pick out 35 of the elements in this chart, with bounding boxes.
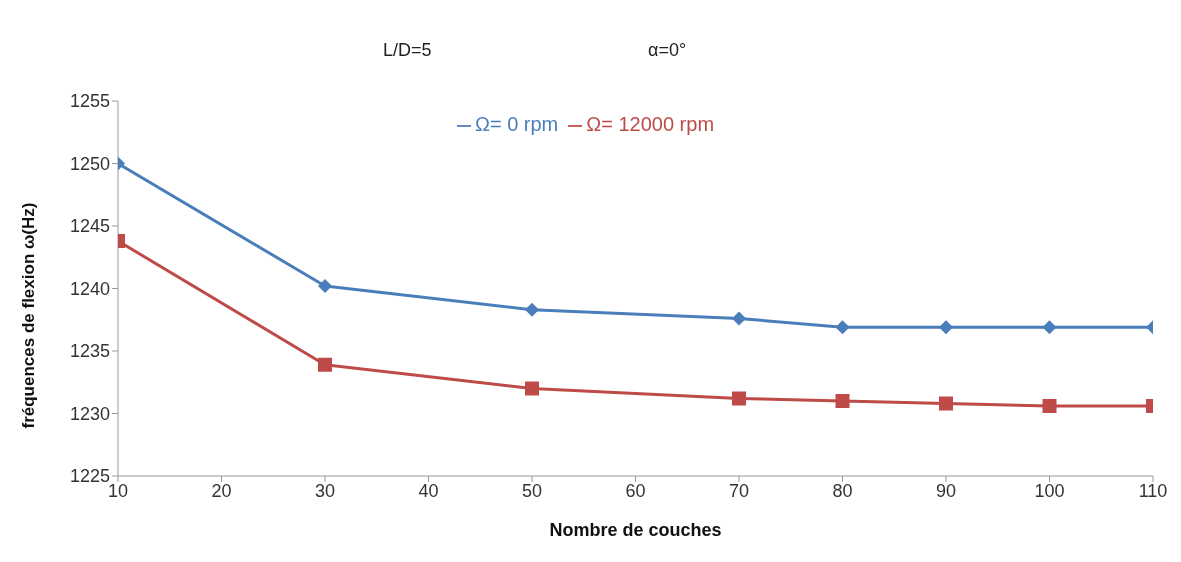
x-tick-label: 20 (211, 480, 232, 501)
y-tick-label: 1230 (69, 403, 110, 424)
point (318, 357, 332, 372)
point (835, 394, 850, 408)
text: α=0° (648, 40, 687, 61)
point (939, 320, 953, 335)
y-tick-label: 1225 (69, 466, 110, 487)
point (835, 320, 850, 335)
legend-label: Ω= 0 rpm (474, 113, 559, 135)
x-tick-label: 30 (314, 480, 336, 501)
point (525, 302, 539, 317)
x-tick-label: 90 (935, 480, 957, 501)
x-tick-label: 40 (418, 480, 439, 501)
point (732, 391, 746, 406)
y-tick-label: 1245 (69, 216, 110, 237)
point (1042, 399, 1057, 413)
point (525, 381, 539, 396)
x-tick-label: 110 (1138, 480, 1168, 501)
x-tick-label: 80 (832, 480, 853, 501)
x-tick-label: 50 (521, 480, 543, 501)
point (939, 396, 953, 411)
x-tick-label: 100 (1034, 480, 1065, 501)
x-axis-title: Nombre de couches (549, 520, 722, 540)
y-tick-label: 1240 (69, 278, 110, 299)
legend-label: Ω= 12000 rpm (586, 113, 715, 135)
x-tick-label: 70 (728, 480, 750, 501)
y-tick-label: 1235 (69, 341, 110, 362)
y-tick-label: 1255 (69, 91, 110, 112)
point (732, 311, 746, 326)
point (318, 279, 332, 293)
point (1042, 320, 1057, 335)
x-tick-label: 60 (625, 480, 646, 501)
text: L/D=5 (383, 40, 432, 61)
y-axis-title: fréquences de flexion ω(Hz) (19, 202, 39, 429)
y-tick-label: 1250 (69, 153, 110, 174)
